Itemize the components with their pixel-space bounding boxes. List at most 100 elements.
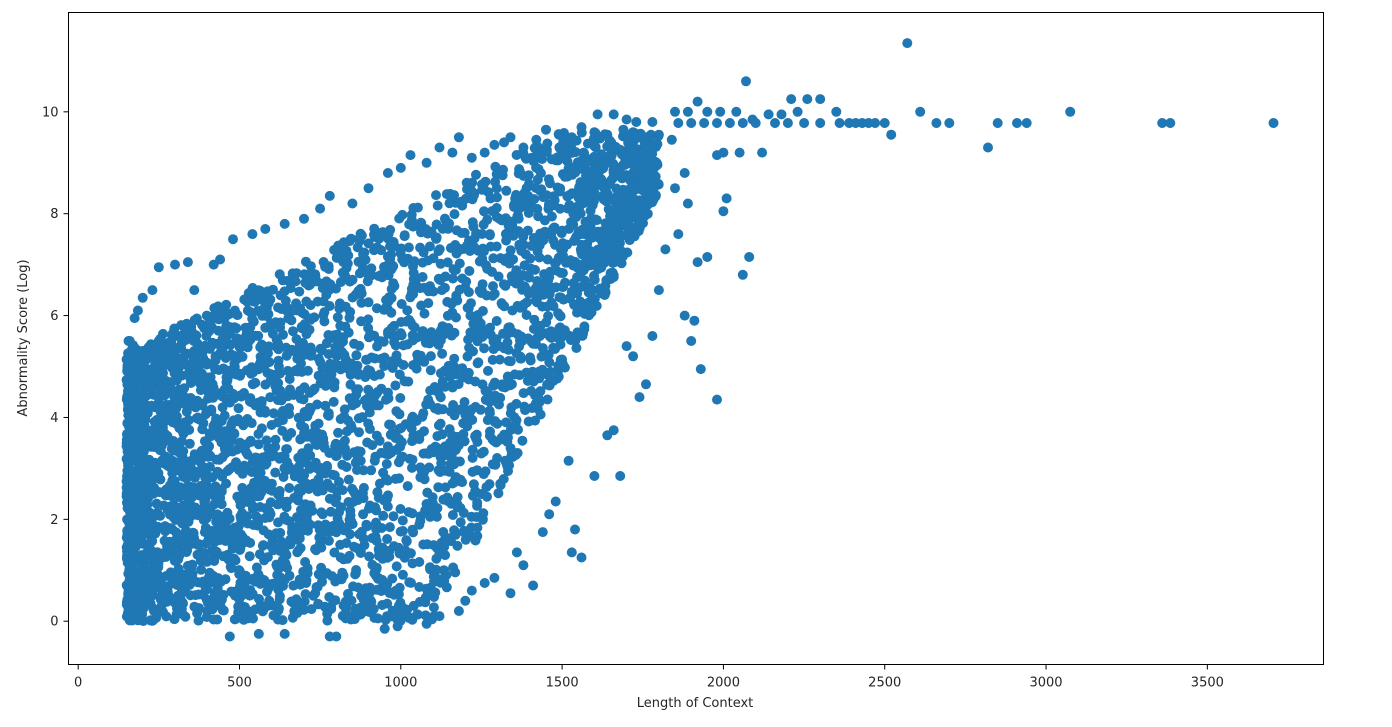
data-point bbox=[433, 465, 444, 476]
data-point bbox=[337, 267, 348, 278]
data-point bbox=[379, 623, 390, 634]
data-point bbox=[390, 380, 401, 391]
data-point bbox=[481, 482, 492, 493]
data-point bbox=[184, 571, 195, 582]
data-point bbox=[156, 605, 166, 616]
y-tick-label: 2 bbox=[50, 513, 58, 528]
x-tick-label: 0 bbox=[74, 676, 82, 691]
data-point bbox=[467, 444, 478, 455]
data-point bbox=[479, 147, 490, 158]
data-point bbox=[523, 333, 534, 344]
data-point bbox=[568, 260, 579, 271]
data-point bbox=[478, 469, 489, 480]
data-point bbox=[494, 354, 505, 365]
data-point bbox=[634, 392, 645, 403]
data-point bbox=[164, 483, 175, 494]
data-point bbox=[428, 602, 439, 613]
data-point bbox=[518, 560, 529, 571]
data-point bbox=[383, 233, 394, 244]
data-point bbox=[125, 573, 136, 584]
data-point bbox=[551, 265, 562, 276]
data-point bbox=[450, 264, 461, 275]
data-point bbox=[550, 344, 560, 354]
data-point bbox=[487, 290, 498, 301]
data-point bbox=[424, 335, 435, 346]
data-point bbox=[576, 247, 587, 258]
data-point bbox=[371, 584, 382, 595]
data-point bbox=[244, 551, 255, 562]
data-point bbox=[363, 297, 374, 308]
data-point bbox=[613, 235, 623, 246]
data-point bbox=[589, 471, 600, 481]
data-point bbox=[273, 605, 284, 616]
data-point bbox=[422, 589, 433, 599]
data-point bbox=[484, 396, 495, 407]
data-point bbox=[391, 561, 402, 572]
data-point bbox=[414, 557, 425, 567]
data-point bbox=[263, 583, 274, 594]
data-point bbox=[404, 577, 415, 588]
data-point bbox=[303, 269, 313, 280]
data-point bbox=[273, 361, 284, 372]
data-point bbox=[799, 118, 810, 128]
data-point bbox=[388, 511, 399, 522]
data-point bbox=[145, 598, 156, 609]
data-point bbox=[212, 509, 223, 520]
data-point bbox=[216, 484, 227, 495]
data-point bbox=[466, 152, 477, 163]
data-point bbox=[546, 211, 557, 222]
data-point bbox=[344, 393, 355, 404]
data-point bbox=[435, 392, 446, 403]
y-tick-label: 0 bbox=[50, 615, 58, 630]
data-point bbox=[252, 491, 263, 502]
data-point bbox=[345, 306, 356, 317]
data-point bbox=[528, 580, 539, 591]
data-point bbox=[518, 388, 529, 399]
data-point bbox=[202, 451, 213, 462]
data-point bbox=[602, 430, 613, 441]
data-point bbox=[172, 571, 182, 582]
data-point bbox=[392, 621, 403, 632]
data-point bbox=[153, 262, 164, 273]
data-point bbox=[142, 517, 153, 527]
data-point bbox=[444, 533, 455, 544]
data-point bbox=[126, 435, 136, 446]
data-point bbox=[472, 436, 483, 447]
data-point bbox=[162, 431, 173, 441]
data-point bbox=[205, 341, 216, 352]
data-point bbox=[426, 327, 437, 338]
data-point bbox=[210, 305, 221, 315]
data-point bbox=[750, 118, 761, 128]
data-point bbox=[250, 377, 261, 388]
data-point bbox=[126, 604, 137, 615]
data-point bbox=[459, 436, 470, 447]
data-point bbox=[741, 76, 751, 87]
data-point bbox=[414, 582, 425, 592]
data-point bbox=[431, 511, 442, 522]
data-point bbox=[534, 252, 545, 263]
data-point bbox=[224, 631, 235, 642]
y-tick-label: 4 bbox=[50, 411, 58, 426]
data-point bbox=[608, 109, 619, 120]
data-point bbox=[535, 409, 546, 420]
data-point bbox=[455, 517, 466, 528]
data-point bbox=[523, 202, 534, 213]
data-point bbox=[123, 398, 134, 409]
data-point bbox=[298, 338, 308, 348]
data-point bbox=[138, 446, 149, 457]
data-point bbox=[180, 531, 190, 542]
data-point bbox=[436, 538, 447, 548]
data-point bbox=[310, 457, 321, 468]
data-point bbox=[241, 447, 252, 458]
data-point bbox=[802, 94, 813, 105]
data-point bbox=[549, 195, 560, 206]
data-point bbox=[647, 331, 658, 341]
data-point bbox=[280, 558, 291, 569]
data-point bbox=[425, 365, 436, 376]
data-point bbox=[564, 190, 575, 201]
data-point bbox=[590, 181, 601, 192]
data-point bbox=[301, 329, 312, 340]
y-tick-label: 6 bbox=[50, 309, 58, 324]
data-point bbox=[589, 151, 600, 162]
data-point bbox=[169, 614, 180, 625]
